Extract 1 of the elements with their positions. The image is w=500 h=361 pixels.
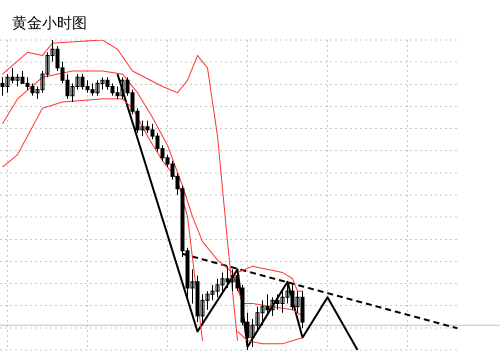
chart-title: 黄金小时图	[12, 14, 87, 32]
